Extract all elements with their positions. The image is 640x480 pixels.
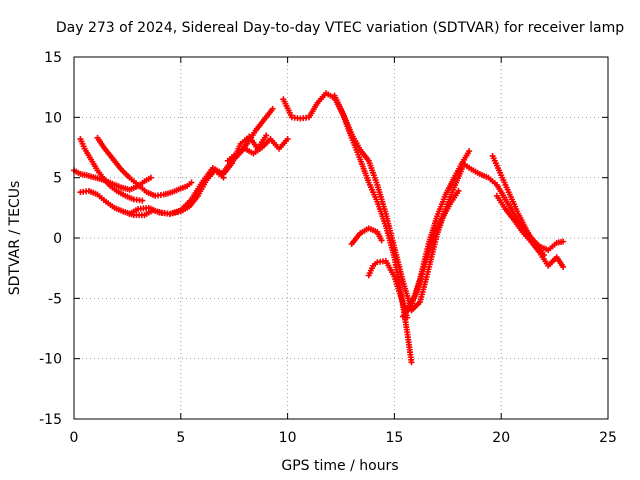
data-point-marker <box>269 105 276 112</box>
y-axis-label: SDTVAR / TECUs <box>7 181 23 296</box>
series-track-13 <box>404 187 462 311</box>
y-tick-label: -15 <box>39 412 62 428</box>
y-tick-label: 5 <box>53 171 62 187</box>
series-layer <box>71 90 567 366</box>
data-point-marker <box>404 314 411 321</box>
y-tick-label: 0 <box>53 231 62 247</box>
data-point-marker <box>466 148 473 155</box>
series-track-16 <box>493 192 567 270</box>
y-tick-label: -5 <box>48 291 62 307</box>
x-tick-label: 15 <box>385 430 403 446</box>
data-point-marker <box>455 187 462 194</box>
series-track-11 <box>365 257 411 321</box>
series-track-5 <box>126 132 270 217</box>
data-point-marker <box>560 238 567 245</box>
data-point-marker <box>408 359 415 366</box>
data-point-marker <box>378 237 385 244</box>
data-point-marker <box>139 197 146 204</box>
series-track-15 <box>489 152 547 258</box>
x-tick-label: 25 <box>599 430 617 446</box>
data-point-marker <box>284 136 291 143</box>
x-tick-label: 20 <box>492 430 510 446</box>
data-point-marker <box>188 179 195 186</box>
x-axis-label: GPS time / hours <box>281 458 398 474</box>
series-track-10 <box>348 225 385 248</box>
series-track-3 <box>94 134 195 199</box>
plot-frame <box>73 56 609 420</box>
data-point-marker <box>560 263 567 270</box>
data-point-marker <box>147 174 154 181</box>
series-track-7 <box>224 136 291 164</box>
axis-ticks: 0 5 10 15 20 25 -15 -10 -5 0 5 10 15 <box>39 50 617 446</box>
y-tick-label: -10 <box>39 352 62 368</box>
series-track-8 <box>280 90 415 366</box>
data-point-marker <box>263 132 270 139</box>
y-tick-label: 10 <box>44 110 62 126</box>
x-tick-label: 0 <box>70 430 79 446</box>
grid <box>74 57 608 419</box>
chart-title: Day 273 of 2024, Sidereal Day-to-day VTE… <box>56 20 624 36</box>
x-tick-label: 10 <box>279 430 297 446</box>
series-track-2 <box>77 136 146 204</box>
x-tick-label: 5 <box>176 430 185 446</box>
y-tick-label: 15 <box>44 50 62 66</box>
